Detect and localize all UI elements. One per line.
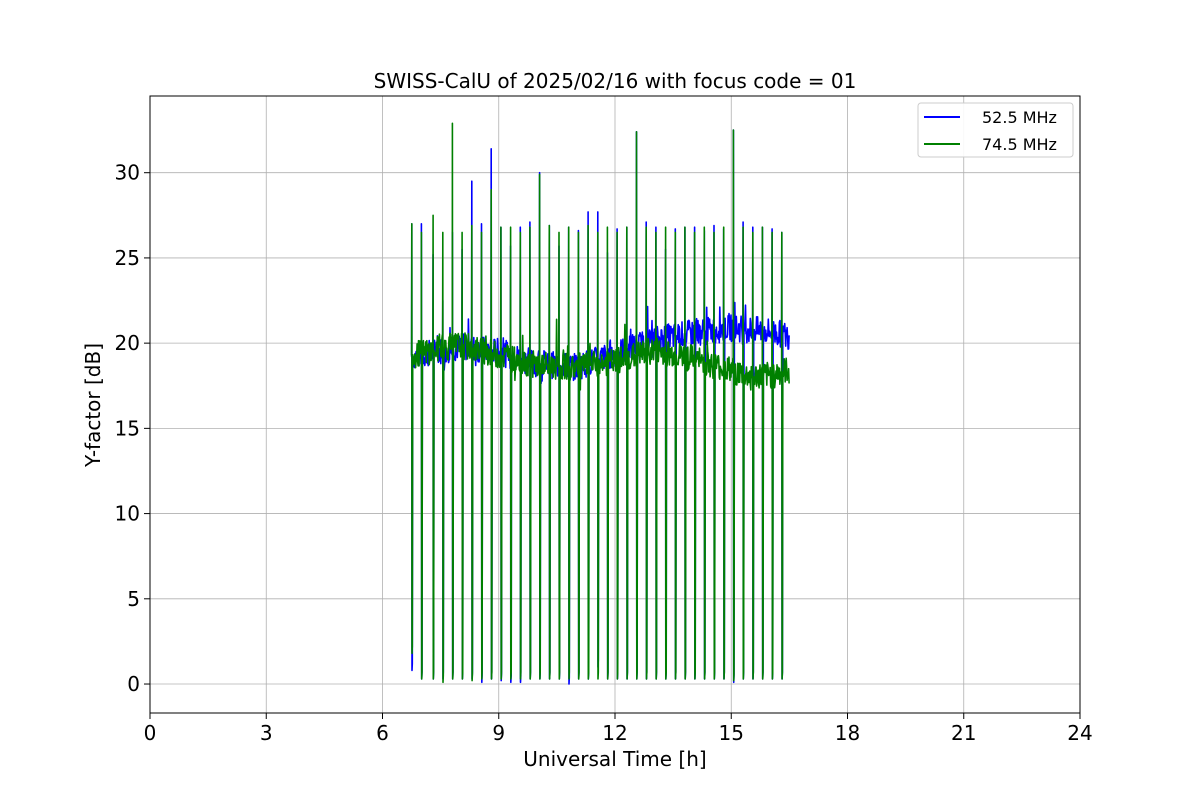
x-tick-label: 6 (376, 721, 389, 745)
x-axis: 0 3 6 9 12 15 18 21 24 (144, 713, 1093, 745)
y-tick-label: 20 (115, 331, 140, 355)
y-tick-label: 30 (115, 161, 140, 185)
x-tick-label: 15 (719, 721, 744, 745)
legend-label-2: 74.5 MHz (982, 135, 1057, 154)
x-tick-label: 3 (260, 721, 273, 745)
y-tick-label: 25 (115, 246, 140, 270)
x-tick-label: 18 (835, 721, 860, 745)
series-line-2 (410, 122, 790, 684)
legend: 52.5 MHz 74.5 MHz (917, 102, 1074, 158)
y-axis: 0 5 10 15 20 25 30 (115, 161, 150, 696)
x-axis-title: Universal Time [h] (523, 747, 706, 771)
x-tick-label: 0 (144, 721, 157, 745)
legend-label-1: 52.5 MHz (982, 108, 1057, 127)
chart-title: SWISS-CalU of 2025/02/16 with focus code… (374, 69, 857, 93)
y-tick-label: 15 (115, 416, 140, 440)
x-tick-label: 9 (492, 721, 505, 745)
x-tick-label: 12 (602, 721, 627, 745)
y-tick-label: 0 (127, 672, 140, 696)
y-tick-label: 5 (127, 587, 140, 611)
plot-series (410, 122, 790, 685)
x-tick-label: 21 (951, 721, 976, 745)
y-tick-label: 10 (115, 502, 140, 526)
grid (149, 96, 1081, 713)
y-axis-title: Y-factor [dB] (81, 343, 105, 468)
x-tick-label: 24 (1067, 721, 1092, 745)
series-line-1 (410, 129, 790, 685)
